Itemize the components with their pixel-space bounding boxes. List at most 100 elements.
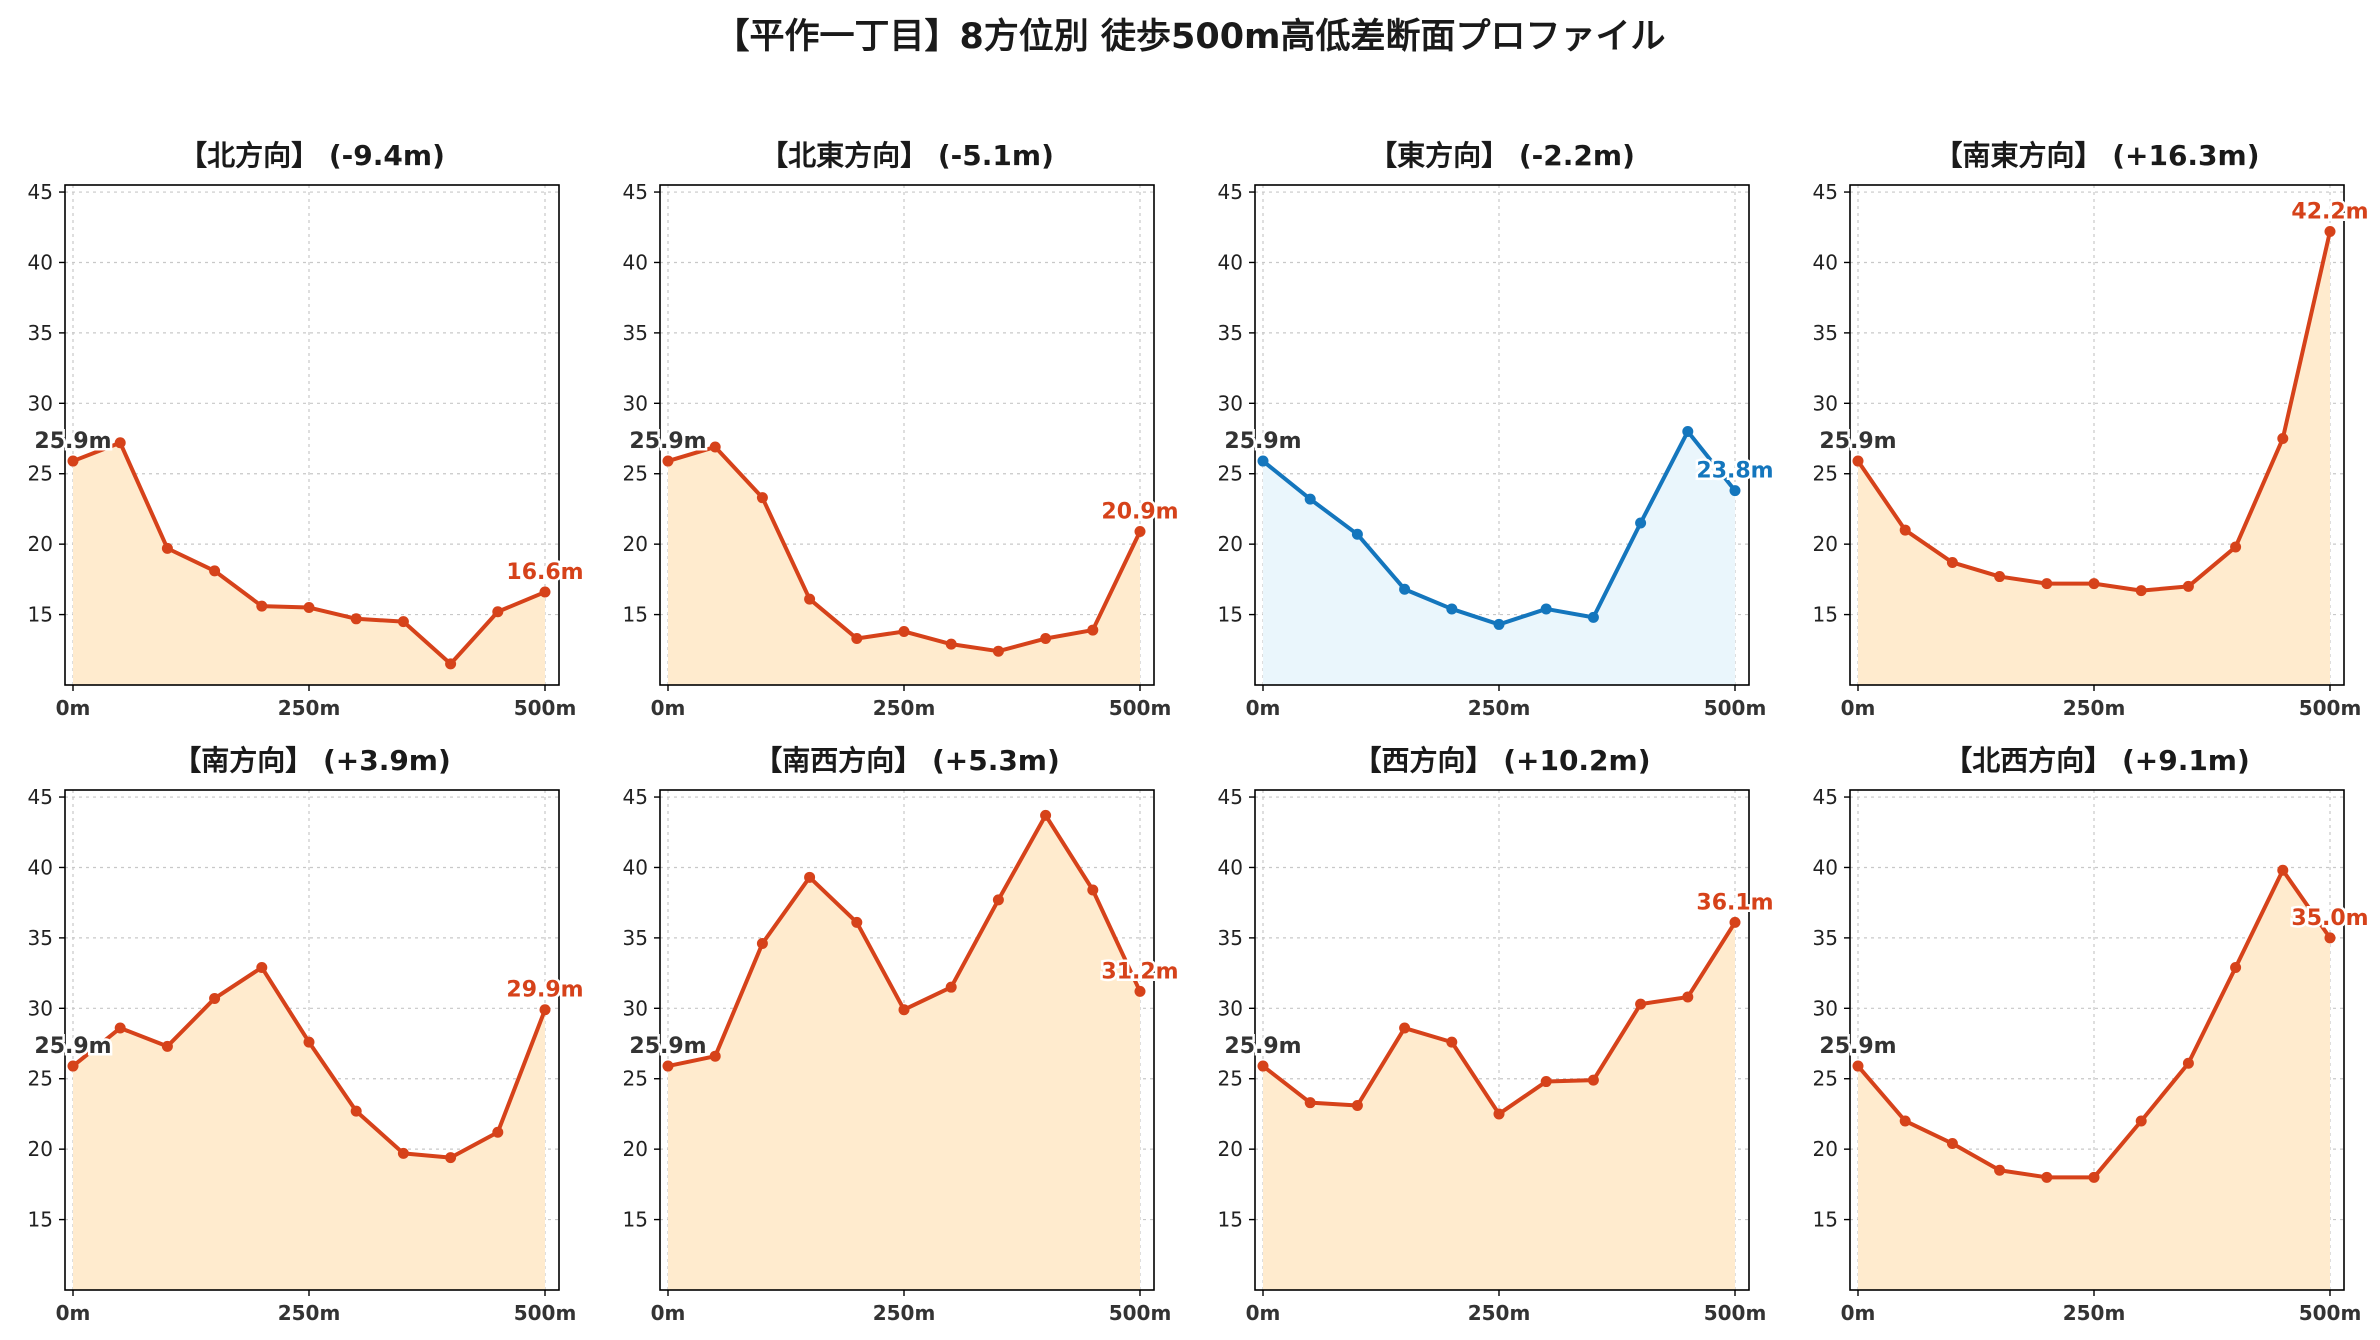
data-point [1946, 1138, 1958, 1150]
y-tick-label: 25 [28, 1067, 53, 1091]
y-tick-label: 30 [623, 391, 648, 415]
x-tick-label: 500m [514, 696, 577, 720]
data-point [256, 600, 268, 612]
data-point [445, 1152, 457, 1164]
data-point [2324, 225, 2336, 237]
data-point [350, 1105, 362, 1117]
x-tick-label: 500m [1704, 1301, 1767, 1325]
start-value-label: 25.9m [629, 429, 706, 454]
y-tick-label: 45 [1813, 180, 1838, 204]
data-point [1852, 1060, 1864, 1072]
data-point [2088, 1171, 2100, 1183]
y-tick-label: 45 [623, 180, 648, 204]
chart-panel: 15 20 25 30 35 40 45 0m 250m 500m 【北東方向】 (-5.1m) 25… [623, 139, 1182, 720]
x-tick-label: 500m [2299, 696, 2362, 720]
x-tick-label: 250m [873, 696, 936, 720]
data-point [1399, 1022, 1411, 1034]
data-point [662, 455, 674, 467]
y-tick-label: 45 [1813, 785, 1838, 809]
chart-panel: 15 20 25 30 35 40 45 0m 250m 500m 【北西方向】 (+9.1m) 25… [1813, 744, 2372, 1325]
data-point [539, 586, 551, 598]
y-tick-label: 25 [1813, 1067, 1838, 1091]
y-tick-label: 35 [1218, 321, 1243, 345]
area-fill [668, 815, 1140, 1290]
y-tick-label: 15 [1813, 603, 1838, 627]
end-value-label: 35.0m [2291, 906, 2368, 931]
data-point [397, 1147, 409, 1159]
chart-panel: 15 20 25 30 35 40 45 0m 250m 500m 【南方向】 (+3.9m) 25.… [28, 744, 587, 1325]
data-point [898, 625, 910, 637]
y-tick-label: 15 [1218, 603, 1243, 627]
x-tick-label: 0m [651, 696, 686, 720]
y-tick-label: 40 [28, 250, 53, 274]
y-tick-label: 40 [1218, 855, 1243, 879]
y-tick-label: 40 [623, 855, 648, 879]
y-tick-label: 25 [28, 462, 53, 486]
x-tick-label: 0m [1246, 1301, 1281, 1325]
data-point [1729, 485, 1741, 497]
data-point [945, 981, 957, 993]
y-tick-label: 45 [1218, 785, 1243, 809]
data-point [1493, 618, 1505, 630]
chart-panel: 15 20 25 30 35 40 45 0m 250m 500m 【南西方向】 (+5.3m) 25… [623, 744, 1182, 1325]
data-point [350, 613, 362, 625]
data-point [67, 455, 79, 467]
data-point [209, 565, 221, 577]
data-point [1899, 1115, 1911, 1127]
data-point [992, 645, 1004, 657]
area-fill [73, 967, 545, 1290]
data-point [2041, 578, 2053, 590]
panel-title: 【南西方向】 (+5.3m) [754, 744, 1060, 777]
data-point [2230, 541, 2242, 553]
data-point [851, 633, 863, 645]
start-value-label: 25.9m [629, 1034, 706, 1059]
y-tick-label: 30 [1813, 996, 1838, 1020]
data-point [662, 1060, 674, 1072]
y-tick-label: 20 [623, 532, 648, 556]
data-point [1682, 425, 1694, 437]
x-tick-label: 0m [651, 1301, 686, 1325]
area-fill [1858, 231, 2330, 685]
data-point [492, 606, 504, 618]
x-tick-label: 250m [873, 1301, 936, 1325]
y-tick-label: 20 [1218, 1137, 1243, 1161]
y-tick-label: 30 [1813, 391, 1838, 415]
y-tick-label: 20 [623, 1137, 648, 1161]
area-fill [1263, 922, 1735, 1290]
data-point [2324, 932, 2336, 944]
data-point [303, 1036, 315, 1048]
data-point [1351, 528, 1363, 540]
data-point [209, 992, 221, 1004]
y-tick-label: 45 [623, 785, 648, 809]
data-point [756, 492, 768, 504]
data-point [67, 1060, 79, 1072]
data-point [1446, 1036, 1458, 1048]
panel-title: 【東方向】 (-2.2m) [1369, 139, 1635, 172]
data-point [1257, 1060, 1269, 1072]
y-tick-label: 30 [1218, 996, 1243, 1020]
data-point [992, 894, 1004, 906]
y-tick-label: 40 [1813, 250, 1838, 274]
panel-title: 【北東方向】 (-5.1m) [760, 139, 1054, 172]
data-point [709, 1050, 721, 1062]
data-point [1087, 624, 1099, 636]
x-tick-label: 0m [1246, 696, 1281, 720]
page-title: 【平作一丁目】8方位別 徒歩500m高低差断面プロファイル [714, 17, 1666, 57]
data-point [1040, 809, 1052, 821]
end-value-label: 16.6m [506, 560, 583, 585]
y-tick-label: 25 [623, 462, 648, 486]
plot-frame [1849, 184, 2345, 686]
y-tick-label: 35 [1218, 926, 1243, 950]
data-point [445, 658, 457, 670]
x-tick-label: 0m [1841, 1301, 1876, 1325]
data-point [2182, 1057, 2194, 1069]
y-tick-label: 35 [623, 926, 648, 950]
x-tick-label: 500m [2299, 1301, 2362, 1325]
panel-title: 【南方向】 (+3.9m) [173, 744, 451, 777]
data-point [539, 1004, 551, 1016]
data-point [1304, 493, 1316, 505]
y-tick-label: 35 [623, 321, 648, 345]
data-point [2135, 585, 2147, 597]
data-point [2277, 433, 2289, 445]
y-tick-label: 35 [1813, 321, 1838, 345]
